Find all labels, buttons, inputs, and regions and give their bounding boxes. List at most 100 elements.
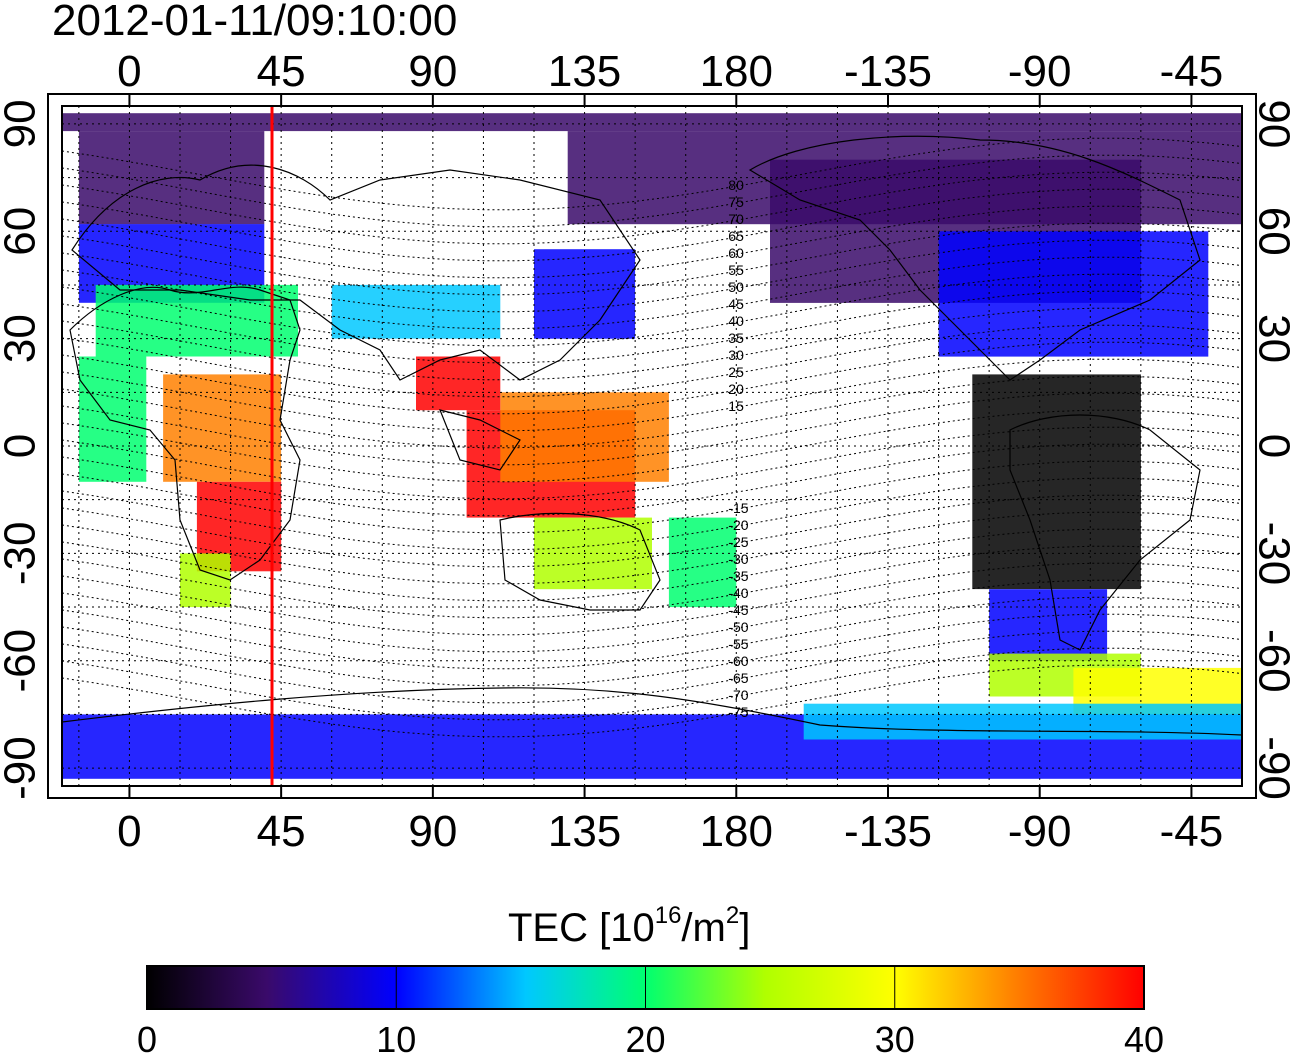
magnetic-latitude-contour [62,392,1242,466]
magnetic-latitude-contour [62,477,1242,551]
magnetic-latitude-label: 25 [728,364,744,380]
colorbar-title-exponent: 16 [654,902,682,929]
magnetic-latitude-contour [62,664,1242,738]
tec-patch [331,284,501,339]
top-longitude-tick-labels: 0 45 90 135 180 -135 -90 -45 [117,47,1223,106]
latitude-tick-label: 60 [1250,207,1292,256]
colorbar-tick-label: 10 [376,1019,416,1057]
magnetic-latitude-contour [62,154,1242,228]
latitude-tick-label: 0 [1250,434,1292,458]
colorbar-title-unit-exponent: 2 [725,902,740,929]
magnetic-latitude-contour [62,222,1242,296]
left-latitude-tick-labels: 90 60 30 0 -30 -60 -90 [0,99,45,799]
longitude-tick-label: 90 [408,807,457,856]
tec-patch [803,703,1242,740]
magnetic-latitude-contour [62,596,1242,670]
magnetic-latitude-label: 40 [728,313,744,329]
magnetic-latitude-label: -15 [728,500,748,516]
magnetic-latitude-label: -40 [728,585,748,601]
magnetic-latitude-label: -20 [728,517,748,533]
timestamp-title: 2012-01-11/09:10:00 [52,0,458,45]
colorbar-title-main: TEC [10 [508,906,655,950]
magnetic-latitude-contour [62,528,1242,602]
longitude-tick-label: 45 [257,47,306,96]
magnetic-latitude-label: -60 [728,653,748,669]
map-outer-border [47,93,1257,799]
magnetic-latitude-contour [62,188,1242,262]
magnetic-latitude-contour [62,324,1242,398]
magnetic-latitude-label: -25 [728,534,748,550]
right-latitude-tick-labels: 90 60 30 0 -30 -60 -90 [1250,99,1292,799]
longitude-tick-label: 180 [700,47,773,96]
magnetic-latitude-contour [62,647,1242,721]
magnetic-latitude-label: -55 [728,636,748,652]
magnetic-latitude-label: -75 [728,704,748,720]
colorbar-title-close: ] [739,906,751,950]
latitude-tick-label: 0 [0,434,45,458]
longitude-tick-label: -90 [1008,807,1072,856]
tec-patch [163,374,282,482]
magnetic-latitude-label: -70 [728,687,748,703]
magnetic-latitude-contour [62,307,1242,381]
magnetic-latitude-label: 70 [728,211,744,227]
magnetic-latitude-contour [62,426,1242,500]
magnetic-latitude-contour [62,341,1242,415]
longitude-tick-label: 180 [700,807,773,856]
magnetic-latitude-contour [62,409,1242,483]
magnetic-latitude-contour [62,171,1242,245]
longitude-tick-label: -135 [844,47,932,96]
magnetic-latitude-contour [62,579,1242,653]
latitude-tick-label: 90 [1250,99,1292,148]
latitude-tick-label: 30 [0,314,45,363]
latitude-tick-label: -90 [0,736,45,800]
tec-patch [78,356,147,482]
magnetic-latitude-contour [62,511,1242,585]
magnetic-latitude-label: 65 [728,228,744,244]
magnetic-latitude-contour [62,290,1242,364]
colorbar-tick-label: 0 [137,1019,157,1057]
magnetic-latitude-label: -45 [728,602,748,618]
magnetic-latitude-contour [62,545,1242,619]
magnetic-latitude-label: 15 [728,398,744,414]
magnetic-latitude-contour [62,562,1242,636]
tec-patch [972,374,1141,590]
magnetic-latitude-contour [62,630,1242,704]
coastlines [62,135,1242,736]
magnetic-latitude-label: -65 [728,670,748,686]
longitude-tick-label: 135 [548,807,621,856]
longitude-tick-label: -135 [844,807,932,856]
magnetic-latitude-label: 20 [728,381,744,397]
magnetic-latitude-contour [62,460,1242,534]
magnetic-latitude-label: 50 [728,279,744,295]
longitude-tick-label: 90 [408,47,457,96]
latitude-tick-label: -30 [1250,522,1292,586]
magnetic-latitude-contour [62,137,1242,211]
magnetic-latitude-contour [62,494,1242,568]
latitude-tick-label: 30 [1250,314,1292,363]
tec-patch [938,231,1209,357]
tec-patch [95,284,298,357]
magnetic-latitude-label: 75 [728,194,744,210]
tec-patch [180,553,231,608]
bottom-longitude-tick-labels: 0 45 90 135 180 -135 -90 -45 [117,786,1223,856]
latitude-tick-label: -60 [1250,629,1292,693]
magnetic-latitude-label: 30 [728,347,744,363]
latitude-tick-label: 60 [0,207,45,256]
colorbar-title-unit: /m [681,906,726,950]
tec-patch [416,356,501,411]
magnetic-latitude-contour [62,358,1242,432]
colorbar-tick-label: 20 [625,1019,665,1057]
magnetic-latitude-contour [62,613,1242,687]
longitude-tick-label: 45 [257,807,306,856]
magnetic-latitude-contour [62,205,1242,279]
latitude-tick-label: -30 [0,522,45,586]
colorbar-tick-label: 30 [875,1019,915,1057]
colorbar-tick-label: 40 [1124,1019,1164,1057]
colorbar-title: TEC [1016/m2] [508,904,750,952]
latitude-tick-label: -90 [1250,736,1292,800]
tec-patch [62,113,1242,132]
magnetic-latitude-contour [62,273,1242,347]
longitude-tick-label: 0 [117,47,141,96]
